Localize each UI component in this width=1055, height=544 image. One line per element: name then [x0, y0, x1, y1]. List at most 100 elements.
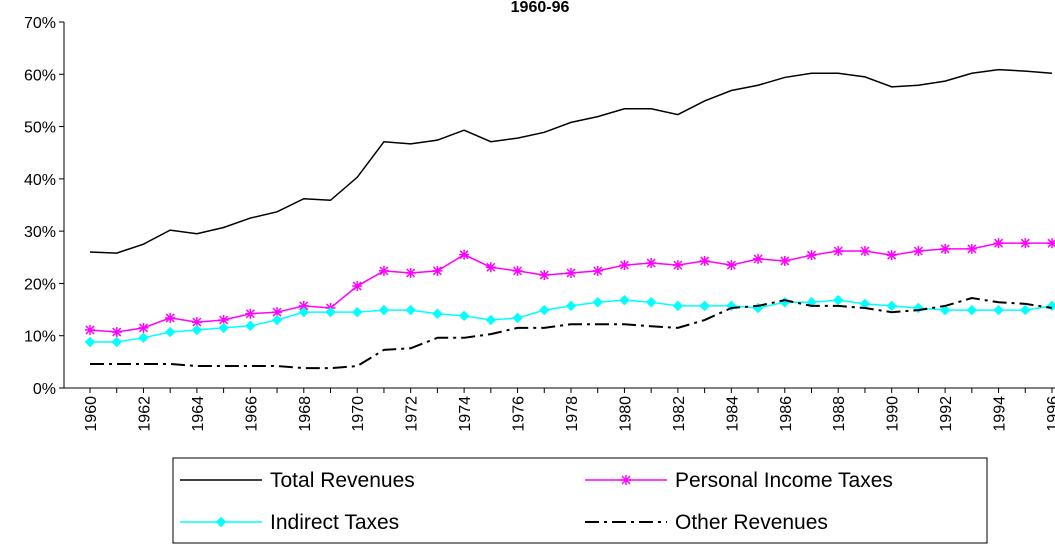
star-marker — [405, 267, 416, 278]
x-tick-label: 1970 — [350, 396, 367, 432]
diamond-marker — [378, 304, 390, 316]
star-marker — [886, 250, 897, 261]
x-tick-label: 1968 — [297, 396, 314, 432]
diamond-marker — [352, 306, 363, 318]
star-stroke — [753, 254, 763, 264]
diamond-marker — [592, 297, 603, 308]
star-stroke — [379, 266, 389, 276]
star-marker — [833, 246, 844, 257]
x-tick-label: 1964 — [190, 396, 207, 432]
star-marker — [566, 267, 576, 278]
legend-label: Indirect Taxes — [270, 511, 399, 534]
star-stroke — [432, 266, 442, 276]
star-stroke — [513, 266, 523, 276]
diamond-marker — [939, 304, 951, 316]
x-tick-label: 1976 — [511, 396, 528, 432]
diamond-marker — [191, 324, 203, 336]
star-stroke — [833, 246, 843, 256]
star-marker — [1047, 238, 1055, 249]
star-stroke — [539, 270, 549, 280]
x-tick-label: 1990 — [885, 396, 902, 432]
x-tick-label: 1994 — [992, 396, 1009, 432]
star-stroke — [406, 268, 416, 278]
diamond-marker — [218, 322, 229, 334]
legend-label: Personal Income Taxes — [675, 469, 893, 492]
star-marker — [806, 250, 817, 261]
x-tick-label: 1996 — [1045, 396, 1055, 432]
x-tick-label: 1972 — [404, 396, 421, 432]
star-stroke — [994, 238, 1004, 248]
x-tick-label: 1980 — [617, 396, 634, 432]
star-marker — [512, 265, 523, 276]
x-tick-label: 1988 — [831, 396, 848, 432]
star-stroke — [486, 262, 496, 272]
x-tick-label: 1978 — [564, 396, 581, 432]
star-stroke — [806, 250, 817, 260]
star-stroke — [299, 301, 309, 311]
legend-label: Other Revenues — [675, 511, 828, 534]
star-stroke — [245, 309, 255, 319]
star-stroke — [860, 246, 870, 256]
x-tick-label: 1986 — [778, 396, 795, 432]
diamond-marker — [913, 302, 924, 314]
star-marker — [1020, 238, 1031, 249]
diamond-marker — [325, 306, 336, 318]
star-stroke — [112, 327, 122, 337]
x-tick-label: 1966 — [243, 396, 260, 432]
diamond-marker — [432, 308, 443, 319]
star-marker — [619, 260, 630, 271]
y-tick-label: 20% — [24, 276, 56, 293]
y-tick-label: 0% — [33, 381, 56, 398]
y-tick-label: 50% — [24, 120, 56, 137]
x-tick-label: 1974 — [457, 396, 474, 432]
star-stroke — [459, 250, 469, 260]
diamond-marker — [993, 304, 1004, 316]
star-stroke — [940, 244, 950, 254]
star-stroke — [566, 268, 576, 278]
star-marker — [352, 281, 363, 292]
star-marker — [699, 255, 710, 266]
diamond-marker — [405, 304, 416, 316]
diamond-marker — [485, 314, 497, 326]
star-marker — [859, 246, 870, 257]
x-tick-label: 1992 — [938, 396, 955, 432]
x-tick-label: 1960 — [83, 396, 100, 432]
star-stroke — [726, 260, 736, 270]
star-marker — [646, 258, 657, 269]
x-tick-label: 1982 — [671, 396, 688, 432]
star-stroke — [887, 250, 897, 260]
star-stroke — [967, 244, 977, 254]
series-line — [90, 297, 1053, 370]
diamond-marker — [672, 300, 684, 312]
star-marker — [432, 265, 443, 276]
legend-marker — [621, 475, 631, 485]
diamond-marker — [966, 304, 978, 316]
y-tick-label: 60% — [24, 67, 56, 84]
star-stroke — [138, 323, 148, 333]
series-line — [89, 68, 1053, 254]
star-stroke — [913, 246, 923, 256]
star-marker — [165, 312, 176, 323]
diamond-marker — [164, 326, 176, 338]
star-marker — [245, 308, 256, 319]
star-stroke — [1020, 238, 1030, 248]
diamond-marker — [565, 300, 577, 312]
star-marker — [779, 255, 790, 266]
diamond-marker — [298, 306, 309, 318]
diamond-marker — [779, 297, 790, 308]
star-stroke — [700, 256, 710, 266]
diamond-marker — [84, 336, 96, 348]
diamond-marker — [512, 312, 523, 324]
star-marker — [539, 270, 550, 281]
star-marker — [940, 243, 951, 254]
diamond-marker — [138, 332, 149, 344]
star-marker — [966, 243, 977, 254]
star-marker — [726, 260, 737, 271]
legend-label: Total Revenues — [270, 469, 415, 492]
star-stroke — [646, 258, 656, 268]
x-tick-label: 1962 — [136, 396, 153, 432]
y-tick-label: 10% — [24, 329, 56, 346]
diamond-marker — [833, 294, 844, 306]
star-stroke — [621, 475, 631, 485]
